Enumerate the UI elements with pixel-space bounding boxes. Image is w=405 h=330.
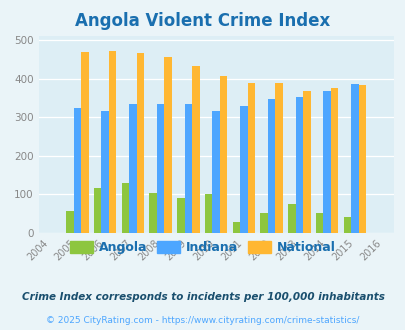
- Text: © 2025 CityRating.com - https://www.cityrating.com/crime-statistics/: © 2025 CityRating.com - https://www.city…: [46, 316, 359, 325]
- Text: Angola Violent Crime Index: Angola Violent Crime Index: [75, 12, 330, 30]
- Bar: [192, 66, 199, 233]
- Bar: [101, 112, 109, 233]
- Bar: [247, 83, 255, 233]
- Bar: [275, 83, 282, 233]
- Bar: [267, 99, 275, 233]
- Bar: [164, 57, 171, 233]
- Bar: [358, 85, 365, 233]
- Bar: [157, 104, 164, 233]
- Legend: Angola, Indiana, National: Angola, Indiana, National: [65, 236, 340, 259]
- Bar: [177, 198, 184, 233]
- Bar: [330, 88, 338, 233]
- Bar: [323, 91, 330, 233]
- Bar: [240, 106, 247, 233]
- Bar: [343, 217, 350, 233]
- Bar: [184, 104, 192, 233]
- Bar: [81, 52, 88, 233]
- Bar: [295, 97, 303, 233]
- Bar: [260, 214, 267, 233]
- Bar: [149, 193, 157, 233]
- Bar: [73, 108, 81, 233]
- Bar: [122, 183, 129, 233]
- Bar: [288, 204, 295, 233]
- Bar: [94, 188, 101, 233]
- Bar: [303, 91, 310, 233]
- Bar: [220, 76, 227, 233]
- Text: Crime Index corresponds to incidents per 100,000 inhabitants: Crime Index corresponds to incidents per…: [21, 292, 384, 302]
- Bar: [232, 222, 240, 233]
- Bar: [212, 112, 220, 233]
- Bar: [129, 104, 136, 233]
- Bar: [350, 84, 358, 233]
- Bar: [136, 53, 144, 233]
- Bar: [205, 194, 212, 233]
- Bar: [109, 50, 116, 233]
- Bar: [66, 211, 73, 233]
- Bar: [315, 214, 323, 233]
